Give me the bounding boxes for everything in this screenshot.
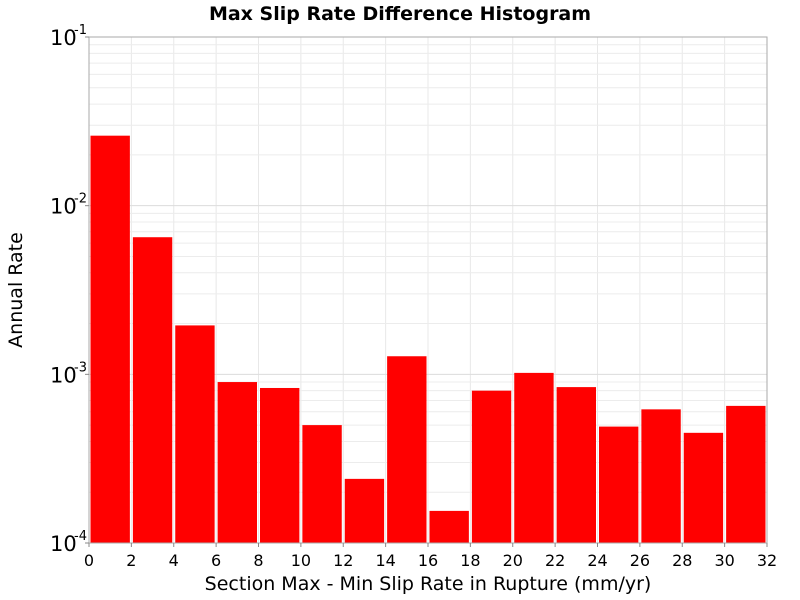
x-tick-label: 4 <box>169 551 179 570</box>
chart-title: Max Slip Rate Difference Histogram <box>209 3 591 25</box>
x-tick-label: 12 <box>333 551 353 570</box>
y-tick-label: 10 <box>50 363 77 387</box>
x-tick-label: 14 <box>375 551 395 570</box>
y-tick-label: 10 <box>50 195 77 219</box>
histogram-bar <box>556 387 596 543</box>
histogram-bar <box>344 478 385 543</box>
histogram-bar <box>599 426 639 543</box>
histogram-bar <box>514 372 554 543</box>
x-tick-label: 18 <box>460 551 480 570</box>
histogram-bar <box>641 409 681 543</box>
y-tick-label: 10 <box>50 532 77 556</box>
histogram-bar <box>217 382 257 543</box>
histogram-bar <box>683 432 724 543</box>
x-tick-label: 10 <box>291 551 311 570</box>
bars <box>90 135 766 543</box>
x-tick-label: 16 <box>418 551 438 570</box>
x-axis-label: Section Max - Min Slip Rate in Rupture (… <box>205 573 652 595</box>
histogram-bar <box>302 425 342 543</box>
histogram-bar <box>429 510 469 543</box>
y-axis-label: Annual Rate <box>5 232 27 348</box>
x-tick-label: 8 <box>253 551 263 570</box>
y-tick-exponent: -2 <box>74 192 87 207</box>
x-tick-label: 0 <box>84 551 94 570</box>
histogram-bar <box>726 405 766 543</box>
x-tick-label: 6 <box>211 551 221 570</box>
y-tick-exponent: -4 <box>74 529 87 544</box>
x-tick-label: 20 <box>503 551 523 570</box>
x-tick-label: 24 <box>587 551 607 570</box>
x-tick-label: 32 <box>757 551 777 570</box>
histogram-bar <box>90 135 130 543</box>
histogram-bar <box>132 237 173 543</box>
x-tick-label: 26 <box>630 551 650 570</box>
x-tick-label: 2 <box>126 551 136 570</box>
histogram-bar <box>175 325 215 543</box>
histogram-bar <box>260 387 300 543</box>
histogram-bar <box>387 356 427 543</box>
x-tick-label: 28 <box>672 551 692 570</box>
y-tick-exponent: -3 <box>74 360 87 375</box>
histogram-bar <box>471 390 512 543</box>
y-tick-exponent: -1 <box>74 23 87 38</box>
x-tick-label: 30 <box>714 551 734 570</box>
y-tick-label: 10 <box>50 26 77 50</box>
x-axis-ticks: 0 2 4 6 8 10 12 14 16 18 20 22 24 26 28 30 32 <box>84 543 777 570</box>
x-tick-label: 22 <box>545 551 565 570</box>
y-axis-ticks: 10-410-310-210-1 <box>50 23 89 556</box>
